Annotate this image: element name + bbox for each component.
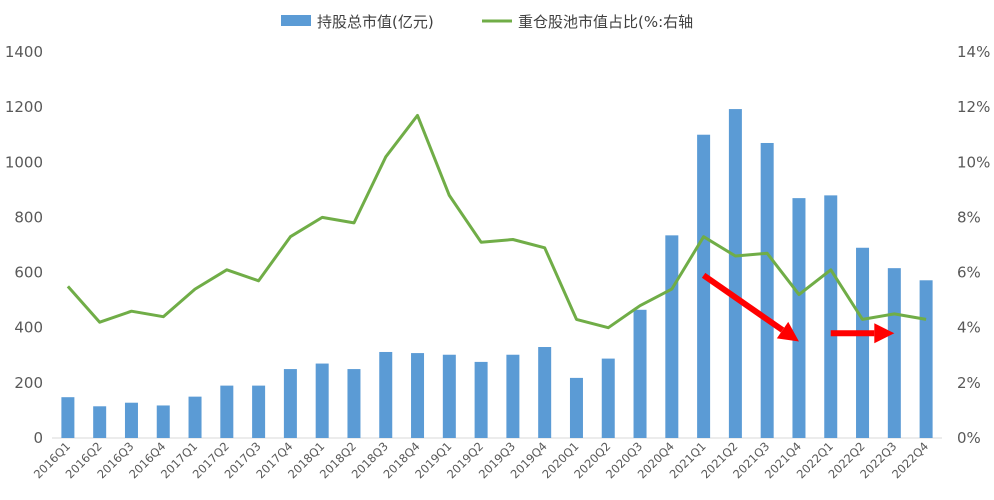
bar	[919, 280, 933, 438]
bar	[411, 353, 425, 438]
line-series-path	[66, 113, 927, 330]
bar	[347, 369, 361, 438]
y-right-tick-label: 2%	[957, 374, 981, 392]
y-left-tick-label: 1200	[5, 98, 43, 116]
bar	[61, 397, 75, 438]
legend-swatch-bar	[281, 15, 311, 26]
y-right-tick-label: 6%	[957, 264, 981, 282]
bar	[220, 385, 234, 438]
bar	[315, 363, 329, 438]
line-series	[66, 113, 927, 330]
bar	[728, 109, 742, 438]
annotation-arrow	[830, 323, 895, 344]
legend-label-bar: 持股总市值(亿元)	[317, 13, 434, 31]
bar	[601, 358, 615, 438]
legend-label-line: 重仓股池市值占比(%:右轴	[518, 13, 693, 31]
bar	[697, 134, 711, 438]
bar	[156, 405, 170, 438]
annotation-arrow	[701, 272, 799, 342]
bar	[506, 354, 520, 438]
bar	[124, 402, 138, 438]
y-axis-left: 0 200 400 600 800 1000 1200 1400	[5, 43, 43, 447]
y-right-tick-label: 14%	[957, 43, 990, 61]
y-right-tick-label: 4%	[957, 319, 981, 337]
y-left-tick-label: 0	[33, 429, 43, 447]
y-right-tick-label: 0%	[957, 429, 981, 447]
bar	[252, 385, 266, 438]
bar-series	[61, 109, 933, 438]
bar	[569, 377, 583, 438]
arrow-head	[776, 321, 799, 342]
bar	[474, 361, 488, 438]
bar	[665, 235, 679, 438]
y-left-tick-label: 1000	[5, 153, 43, 171]
bar	[442, 354, 456, 438]
y-left-tick-label: 1400	[5, 43, 43, 61]
y-right-tick-label: 12%	[957, 98, 990, 116]
bar	[887, 268, 901, 438]
bar	[856, 247, 870, 438]
y-axis-right: 0% 2% 4% 6% 8% 10% 12% 14%	[957, 43, 990, 447]
bar	[379, 351, 393, 438]
arrow-head	[874, 323, 895, 344]
y-right-tick-label: 10%	[957, 153, 990, 171]
bar	[283, 369, 297, 438]
bar	[188, 396, 202, 438]
x-axis: 2016Q12016Q22016Q32016Q42017Q12017Q22017…	[31, 437, 942, 481]
bar	[760, 142, 774, 438]
bar	[93, 406, 107, 438]
y-left-tick-label: 400	[14, 319, 43, 337]
y-left-tick-label: 200	[14, 374, 43, 392]
bar	[633, 309, 647, 438]
bar	[538, 347, 552, 438]
y-left-tick-label: 800	[14, 208, 43, 226]
bar	[824, 195, 838, 438]
annotations	[701, 272, 895, 344]
bar	[792, 198, 806, 438]
y-right-tick-label: 8%	[957, 208, 981, 226]
legend: 持股总市值(亿元) 重仓股池市值占比(%:右轴	[281, 13, 693, 31]
y-left-tick-label: 600	[14, 264, 43, 282]
arrow-shaft	[701, 272, 785, 333]
